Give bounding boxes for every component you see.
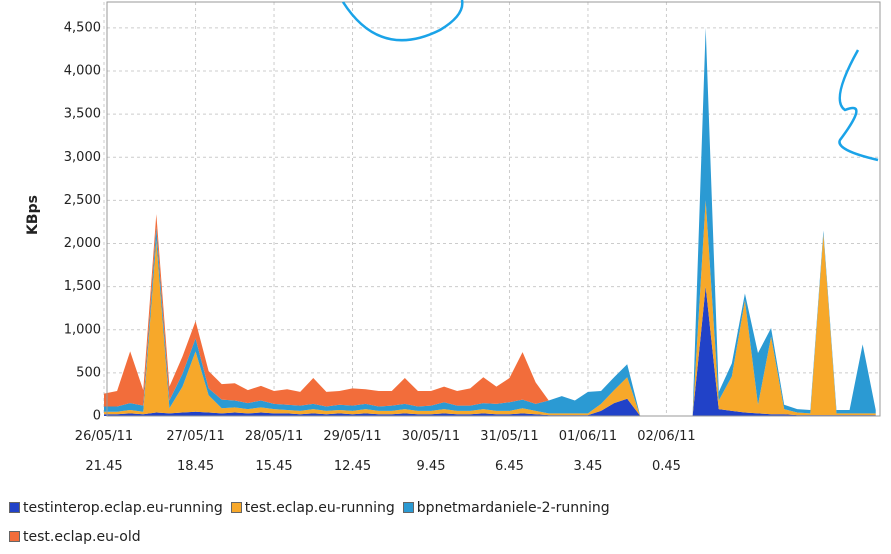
legend-item: testinterop.eclap.eu-running [9, 494, 223, 523]
y-tick-label: 2,000 [64, 236, 101, 251]
legend-swatch [231, 502, 242, 513]
y-axis-label: KBps [25, 195, 41, 235]
page: KBps 05001,0001,5002,0002,5003,0003,5004… [0, 0, 891, 554]
y-tick-label: 4,500 [64, 20, 101, 35]
y-tick-label: 4,000 [64, 64, 101, 79]
legend-label: testinterop.eclap.eu-running [23, 500, 223, 516]
x-tick-label: 26/05/11 21.45 [64, 422, 144, 482]
legend-item: bpnetmardaniele-2-running [403, 494, 610, 523]
x-tick-label: 31/05/11 6.45 [469, 422, 549, 482]
x-tick-label: 28/05/11 15.45 [234, 422, 314, 482]
y-tick-label: 1,500 [64, 279, 101, 294]
legend-label: test.eclap.eu-old [23, 529, 141, 545]
y-tick-label: 500 [76, 365, 101, 380]
x-tick-label: 27/05/11 18.45 [156, 422, 236, 482]
y-tick-label: 3,500 [64, 107, 101, 122]
x-tick-label: 29/05/11 12.45 [313, 422, 393, 482]
legend-swatch [403, 502, 414, 513]
y-tick-label: 2,500 [64, 193, 101, 208]
y-tick-label: 1,000 [64, 322, 101, 337]
x-tick-label: 01/06/11 3.45 [548, 422, 628, 482]
legend-label: test.eclap.eu-running [245, 500, 395, 516]
y-tick-label: 3,000 [64, 150, 101, 165]
legend-label: bpnetmardaniele-2-running [417, 500, 610, 516]
x-tick-label: 02/06/11 0.45 [626, 422, 706, 482]
x-tick-label: 30/05/11 9.45 [391, 422, 471, 482]
legend-item: test.eclap.eu-running [231, 494, 395, 523]
legend-swatch [9, 531, 20, 542]
legend-swatch [9, 502, 20, 513]
legend: testinterop.eclap.eu-running test.eclap.e… [9, 494, 889, 552]
legend-item: test.eclap.eu-old [9, 523, 141, 552]
